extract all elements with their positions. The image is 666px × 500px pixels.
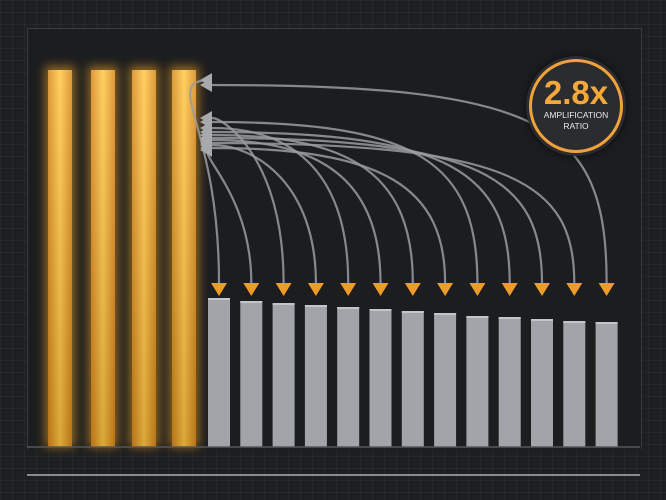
gray-bar-cap [337, 307, 360, 309]
feedback-arc [211, 116, 285, 284]
arrowhead-down-icon [307, 283, 324, 296]
gold-bar-shade [91, 70, 115, 447]
amplification-badge: 2.8x AMPLIFICATION RATIO [526, 56, 626, 156]
gray-bar-cap [434, 313, 457, 315]
arrowhead-down-icon [275, 283, 292, 296]
gold-bar-shade [132, 70, 156, 447]
gray-bar-cap [466, 316, 489, 318]
gray-bar-cap [563, 321, 586, 323]
feedback-arc [211, 138, 382, 284]
gray-bar [369, 309, 392, 447]
gray-bar-cap [240, 301, 263, 303]
feedback-arc [211, 146, 447, 284]
gray-bar-cap [498, 317, 521, 319]
feedback-arc [211, 130, 511, 284]
feedback-arc [211, 136, 544, 284]
arrowhead-down-icon [211, 283, 227, 296]
arrowhead-down-icon [404, 283, 421, 296]
arrowhead-down-icon [501, 283, 518, 296]
gold-bar-shade [48, 70, 72, 447]
arrowhead-left-icon [200, 78, 212, 92]
arrowhead-down-icon [372, 283, 389, 296]
gray-bar [434, 313, 457, 447]
feedback-arc [211, 143, 317, 284]
feedback-arc [206, 148, 253, 284]
gold-bar-shade [172, 70, 196, 447]
arrowhead-down-icon [469, 283, 486, 296]
arrowhead-down-icon [437, 283, 454, 296]
gray-bar-cap [401, 311, 424, 313]
arrowhead-down-icon [566, 283, 583, 296]
gray-bar-cap [272, 303, 295, 305]
arrowhead-down-icon [598, 283, 615, 296]
badge-ring [529, 59, 623, 153]
feedback-arc [211, 133, 414, 284]
gray-bar [498, 317, 521, 447]
gray-bar [208, 298, 230, 447]
gray-bar [304, 305, 327, 447]
gray-bar-cap [595, 322, 618, 324]
gray-bar [466, 316, 489, 447]
arrowhead-left-icon [200, 115, 212, 129]
arrowhead-down-icon [534, 283, 550, 296]
gray-bar [531, 319, 553, 447]
gray-bar [401, 311, 424, 447]
feedback-arc [211, 120, 479, 284]
gray-bar-cap [369, 309, 392, 311]
arrowhead-left-icon [200, 136, 212, 150]
gray-bar-cap [304, 305, 327, 307]
feedback-arc [189, 78, 221, 284]
gray-bar [240, 301, 263, 447]
gray-bar [563, 321, 586, 447]
gray-bar-cap [531, 319, 553, 321]
feedback-arc [211, 126, 350, 284]
arrowhead-down-icon [340, 283, 357, 296]
arrowhead-down-icon [243, 283, 260, 296]
gray-bar [337, 307, 360, 447]
gray-bar [595, 322, 618, 447]
gray-bar [272, 303, 295, 447]
gray-bar-cap [208, 298, 230, 300]
feedback-arc [211, 141, 576, 284]
